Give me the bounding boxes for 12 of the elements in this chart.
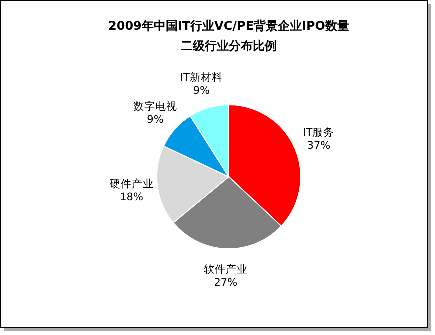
chart-subtitle: 二级行业分布比例 <box>181 39 277 53</box>
data-label: 18% <box>120 191 144 204</box>
slice-label: 数字电视 <box>133 100 178 114</box>
slice-label: 软件产业 <box>204 262 248 276</box>
slice-label: IT服务 <box>303 127 335 140</box>
chart-title: 2009年中国IT行业VC/PE背景企业IPO数量 <box>108 19 350 33</box>
slice-label: 硬件产业 <box>110 177 154 190</box>
data-label: 9% <box>193 84 210 97</box>
slice-label: IT新材料 <box>180 70 223 84</box>
data-label: 9% <box>147 114 164 126</box>
data-label: 27% <box>214 276 238 289</box>
data-label: 37% <box>307 140 331 152</box>
